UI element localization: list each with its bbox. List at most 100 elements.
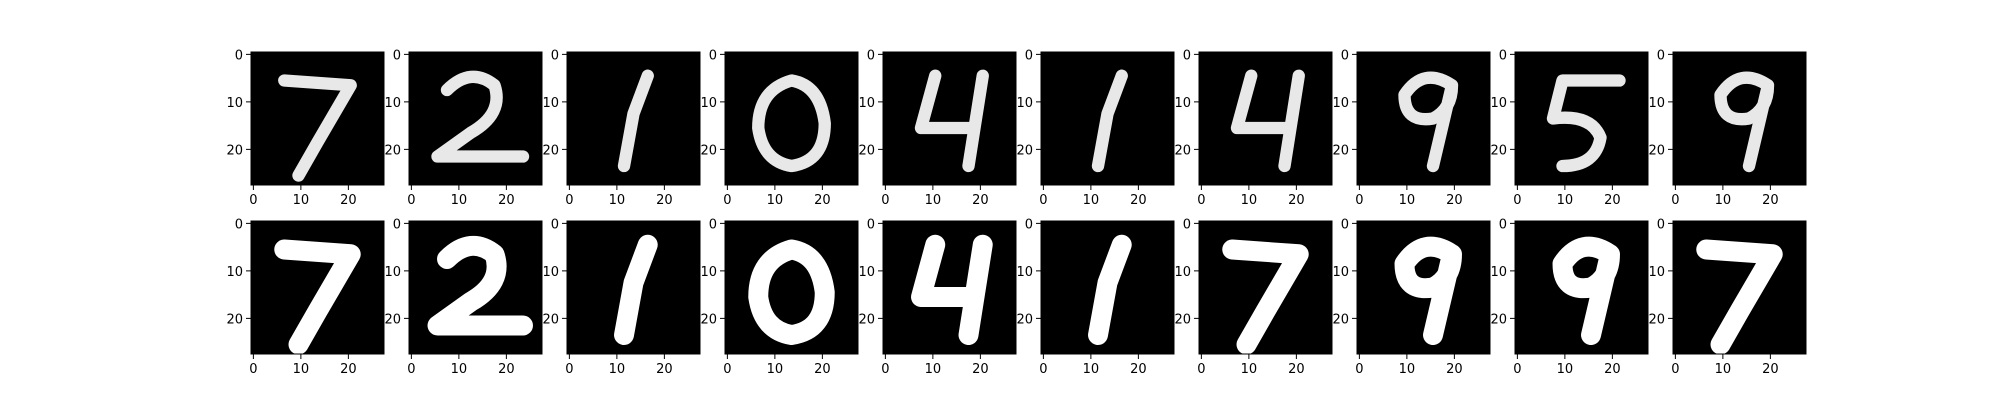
x-tick-label: 20 (340, 362, 357, 377)
x-tick-label: 0 (1039, 362, 1047, 377)
axes-frame (408, 220, 543, 355)
x-tick-label: 0 (881, 193, 889, 208)
axes-frame (724, 51, 859, 186)
axes-frame (1040, 51, 1175, 186)
image-background (1199, 221, 1332, 354)
y-tick-label: 0 (1183, 217, 1191, 232)
y-tick-label: 10 (384, 265, 401, 280)
x-tick-label: 10 (925, 362, 942, 377)
x-tick-label: 20 (1762, 193, 1779, 208)
y-tick-label: 10 (1174, 96, 1191, 111)
y-tick-label: 0 (1341, 48, 1349, 63)
digit-stroke (1088, 234, 1132, 345)
image-panel: 0 10 20 0 10 20 (226, 217, 385, 377)
y-tick-label: 10 (226, 96, 243, 111)
x-tick-label: 0 (565, 362, 573, 377)
y-tick-label: 10 (384, 96, 401, 111)
x-tick-label: 0 (1671, 362, 1679, 377)
image-panel: 0 10 20 0 10 20 (1332, 48, 1491, 208)
x-tick-label: 10 (1715, 193, 1732, 208)
axes-frame (1514, 51, 1649, 186)
image-background (883, 52, 1016, 185)
image-panel: 0 10 20 0 10 20 (384, 217, 543, 377)
y-tick-label: 10 (1490, 96, 1507, 111)
image-background (251, 52, 384, 185)
x-tick-label: 20 (498, 193, 515, 208)
image-panel: 0 10 20 0 10 20 (1490, 48, 1649, 208)
x-tick-label: 0 (1671, 193, 1679, 208)
x-tick-label: 10 (1083, 362, 1100, 377)
y-tick-label: 20 (700, 143, 717, 158)
y-tick-label: 0 (393, 48, 401, 63)
digit-stroke (427, 235, 533, 336)
digit-stroke (1230, 69, 1305, 173)
y-tick-label: 20 (858, 312, 875, 327)
digit-stroke (1394, 236, 1462, 345)
x-tick-label: 10 (767, 362, 784, 377)
y-tick-label: 10 (1332, 265, 1349, 280)
y-tick-label: 10 (226, 265, 243, 280)
image-background (1673, 221, 1806, 354)
y-tick-label: 10 (1016, 265, 1033, 280)
y-tick-label: 20 (1332, 143, 1349, 158)
x-tick-label: 20 (1288, 193, 1305, 208)
digit-stroke (274, 239, 361, 355)
y-tick-label: 10 (1332, 96, 1349, 111)
y-tick-label: 20 (858, 143, 875, 158)
x-tick-label: 0 (407, 193, 415, 208)
x-tick-label: 0 (1355, 193, 1363, 208)
y-tick-label: 10 (542, 96, 559, 111)
x-tick-label: 0 (723, 193, 731, 208)
x-tick-label: 0 (1039, 193, 1047, 208)
x-tick-label: 20 (1288, 362, 1305, 377)
digit-stroke (752, 74, 831, 173)
y-tick-label: 0 (551, 217, 559, 232)
x-tick-label: 20 (340, 193, 357, 208)
y-tick-label: 20 (542, 312, 559, 327)
axes-frame (1672, 51, 1807, 186)
x-tick-label: 10 (767, 193, 784, 208)
x-tick-label: 10 (1241, 193, 1258, 208)
x-tick-label: 20 (1446, 362, 1463, 377)
y-tick-label: 0 (551, 48, 559, 63)
x-tick-label: 10 (1399, 362, 1416, 377)
axes-frame (1356, 51, 1491, 186)
y-tick-label: 0 (1499, 48, 1507, 63)
y-tick-label: 20 (1490, 143, 1507, 158)
x-tick-label: 20 (1130, 193, 1147, 208)
axes-frame (1198, 51, 1333, 186)
image-panel: 0 10 20 0 10 20 (384, 48, 543, 208)
x-tick-label: 20 (1762, 362, 1779, 377)
x-tick-label: 10 (451, 362, 468, 377)
digit-stroke (1091, 69, 1128, 173)
y-tick-label: 10 (700, 96, 717, 111)
digit-stroke (614, 234, 658, 345)
x-tick-label: 20 (498, 362, 515, 377)
image-panel: 0 10 20 0 10 20 (542, 217, 701, 377)
image-panel: 0 10 20 0 10 20 (700, 217, 859, 377)
image-panel: 0 10 20 0 10 20 (1016, 48, 1175, 208)
y-tick-label: 10 (1648, 265, 1665, 280)
x-tick-label: 0 (1513, 362, 1521, 377)
y-tick-label: 20 (1648, 143, 1665, 158)
digit-stroke (1714, 71, 1775, 173)
image-panel: 0 10 20 0 10 20 (1648, 48, 1807, 208)
y-tick-label: 20 (1016, 312, 1033, 327)
x-tick-label: 0 (565, 193, 573, 208)
y-tick-label: 0 (1499, 217, 1507, 232)
image-panel: 0 10 20 0 10 20 (858, 48, 1017, 208)
y-tick-label: 10 (1490, 265, 1507, 280)
y-tick-label: 10 (542, 265, 559, 280)
y-tick-label: 0 (1025, 48, 1033, 63)
digit-stroke (748, 239, 835, 345)
axes-frame (1040, 220, 1175, 355)
x-tick-label: 0 (1197, 193, 1205, 208)
axes-frame (1356, 220, 1491, 355)
x-tick-label: 10 (1715, 362, 1732, 377)
y-tick-label: 0 (235, 217, 243, 232)
x-tick-label: 20 (656, 193, 673, 208)
digit-stroke (431, 70, 530, 163)
x-tick-label: 20 (814, 362, 831, 377)
image-panel: 0 10 20 0 10 20 (858, 217, 1017, 377)
axes-frame (408, 51, 543, 186)
